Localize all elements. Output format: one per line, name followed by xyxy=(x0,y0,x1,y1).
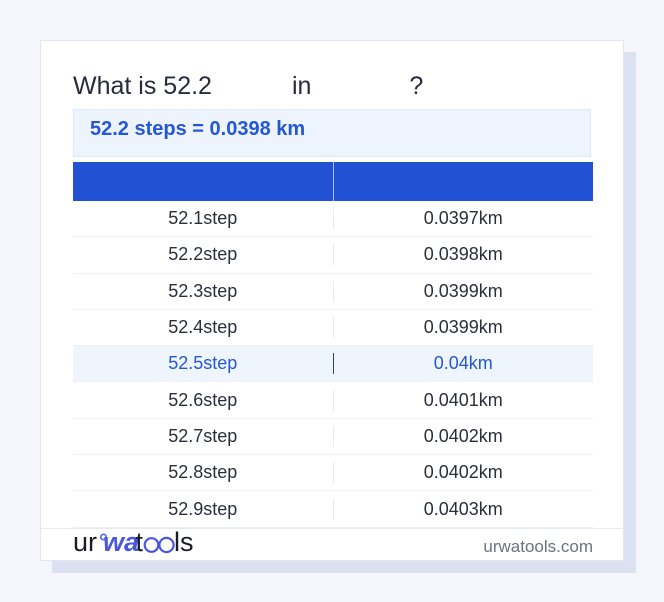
svg-text:ls: ls xyxy=(174,527,194,557)
svg-text:t: t xyxy=(136,527,144,557)
svg-text:wa: wa xyxy=(103,527,139,557)
svg-text:ur: ur xyxy=(73,527,97,557)
